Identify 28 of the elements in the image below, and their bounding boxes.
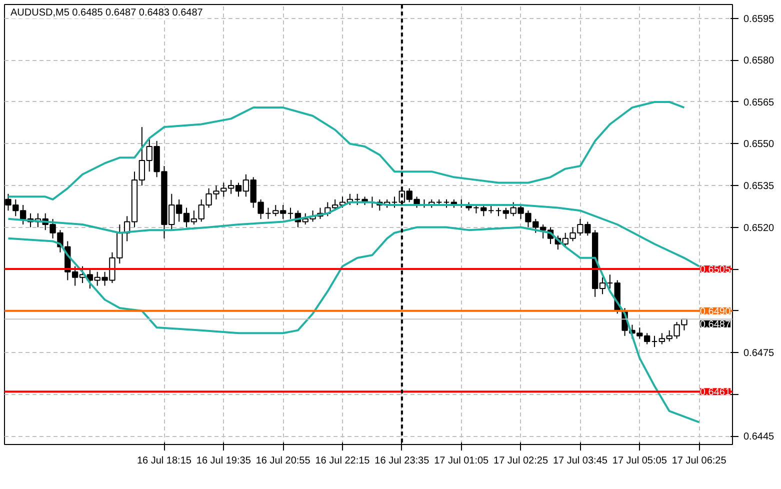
candlestick xyxy=(391,196,398,208)
y-tick-label: 0.6445 xyxy=(744,432,775,443)
line-series xyxy=(7,226,700,424)
line-series xyxy=(7,100,686,200)
x-tick-label: 16 Jul 19:35 xyxy=(196,456,252,466)
ref-line-label: 0.6487 xyxy=(700,319,731,330)
candlestick xyxy=(606,274,614,290)
ref-line-label: 0.6505 xyxy=(700,264,731,276)
y-tick-label: 0.6475 xyxy=(744,348,775,360)
y-tick-label: 0.6595 xyxy=(744,14,775,25)
chart-title: AUDUSD,M5 0.6485 0.6487 0.6483 0.6487 xyxy=(10,8,204,18)
x-tick-label: 17 Jul 05:05 xyxy=(612,456,668,466)
x-tick-label: 17 Jul 03:45 xyxy=(552,456,608,466)
x-tick-label: 16 Jul 22:15 xyxy=(315,456,370,466)
ref-line-label: 0.6490 xyxy=(700,306,731,318)
x-tick-label: 17 Jul 02:25 xyxy=(494,456,548,466)
x-tick-label: 16 Jul 20:55 xyxy=(256,456,311,466)
y-tick-label: 0.6580 xyxy=(744,56,775,67)
y-tick-label: 0.6520 xyxy=(744,222,775,234)
y-tick-label: 0.6565 xyxy=(744,97,775,108)
y-tick-label: 0.6550 xyxy=(744,139,775,150)
candlestick xyxy=(651,335,658,348)
x-tick-label: 17 Jul 01:05 xyxy=(434,456,490,466)
x-tick-label: 16 Jul 23:35 xyxy=(374,456,430,466)
y-tick-label: 0.6535 xyxy=(744,181,775,192)
x-tick-label: 17 Jul 06:25 xyxy=(672,456,727,466)
candlestick xyxy=(287,207,294,220)
x-tick-label: 16 Jul 18:15 xyxy=(136,456,192,466)
